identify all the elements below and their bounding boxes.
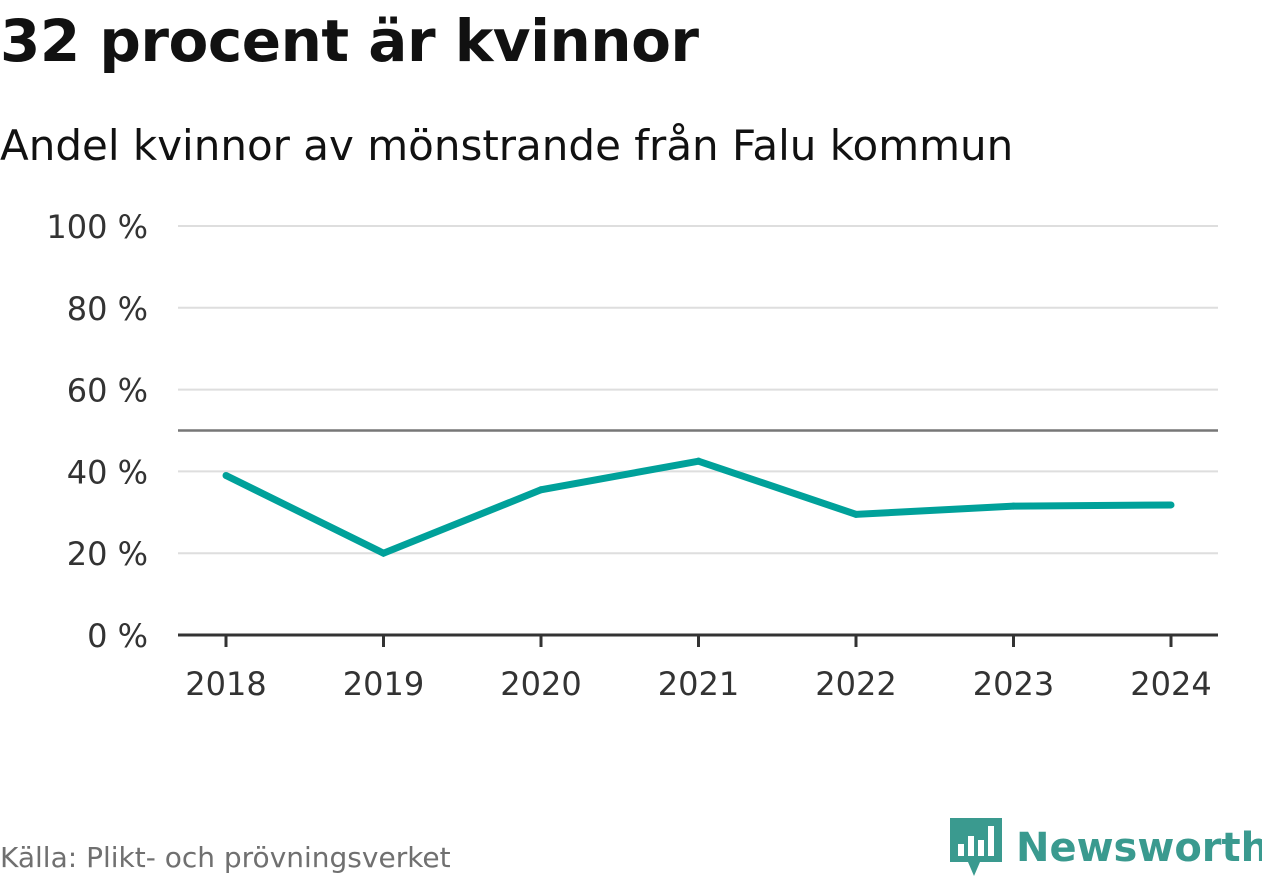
gridlines bbox=[178, 225, 1218, 555]
x-tick-label-2021: 2021 bbox=[658, 665, 739, 703]
data-point-2021 bbox=[695, 457, 702, 465]
brand: Newsworthy bbox=[950, 818, 1262, 878]
data-point-2020 bbox=[537, 486, 545, 494]
y-axis-labels: 0 % 20 % 40 % 60 % 80 % 100 % bbox=[46, 208, 148, 655]
y-tick-label-20: 20 % bbox=[67, 535, 148, 573]
x-axis-labels: 2018 2019 2020 2021 2022 2023 2024 bbox=[185, 665, 1211, 703]
y-tick-label-40: 40 % bbox=[67, 453, 148, 491]
x-tick-label-2023: 2023 bbox=[973, 665, 1054, 703]
data-point-2019 bbox=[380, 549, 387, 557]
source-note: Källa: Plikt- och prövningsverket bbox=[0, 841, 451, 874]
brand-name: Newsworthy bbox=[1016, 825, 1262, 871]
y-tick-label-100: 100 % bbox=[46, 208, 148, 246]
data-point-2023 bbox=[1010, 502, 1017, 510]
x-tick-label-2020: 2020 bbox=[500, 665, 581, 703]
series-line-0 bbox=[224, 457, 1172, 558]
newsworthy-logo-icon bbox=[950, 818, 1002, 876]
x-tick-label-2019: 2019 bbox=[343, 665, 424, 703]
chart-title: 32 procent är kvinnor bbox=[0, 7, 699, 75]
data-point-2018 bbox=[222, 471, 230, 479]
y-tick-label-60: 60 % bbox=[67, 372, 148, 410]
data-point-2024 bbox=[1167, 501, 1175, 509]
data-point-2022 bbox=[852, 510, 860, 518]
chart-subtitle: Andel kvinnor av mönstrande från Falu ko… bbox=[0, 121, 1014, 170]
x-tick-label-2018: 2018 bbox=[185, 665, 266, 703]
x-tick-label-2022: 2022 bbox=[815, 665, 896, 703]
x-axis bbox=[178, 633, 1218, 647]
series-layer bbox=[222, 457, 1175, 558]
x-tick-label-2024: 2024 bbox=[1130, 665, 1211, 703]
y-tick-label-80: 80 % bbox=[67, 290, 148, 328]
y-tick-label-0: 0 % bbox=[87, 617, 148, 655]
